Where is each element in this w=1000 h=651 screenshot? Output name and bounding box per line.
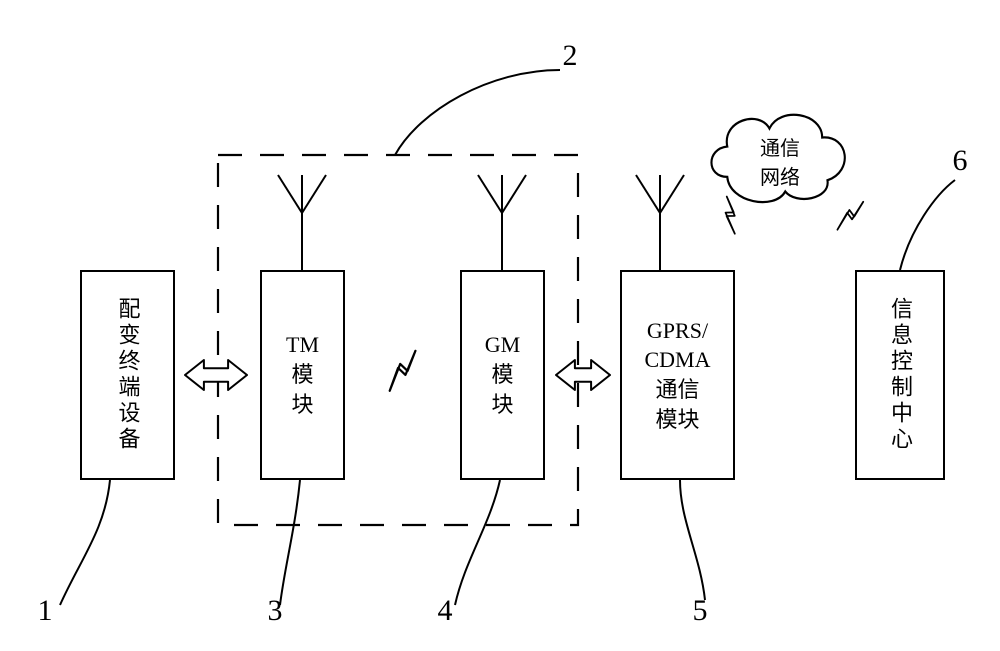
block-gm-module-label: GM 模 块 [485, 330, 520, 419]
leader-number: 5 [693, 594, 708, 627]
leader-number: 4 [438, 594, 453, 627]
leader-number: 2 [563, 39, 578, 72]
block-gm-module: GM 模 块 [460, 270, 545, 480]
block-gprs-cdma-module: GPRS/ CDMA 通信 模块 [620, 270, 735, 480]
block-info-control-center: 信息控制中心 [855, 270, 945, 480]
block-tm-module: TM 模 块 [260, 270, 345, 480]
leader-number: 1 [38, 594, 53, 627]
leader-number: 6 [953, 144, 968, 177]
leader-number: 3 [268, 594, 283, 627]
block-terminal-device: 配变终端设备 [80, 270, 175, 480]
block-gprs-cdma-module-label: GPRS/ CDMA 通信 模块 [644, 316, 710, 435]
block-info-control-center-label: 信息控制中心 [884, 297, 916, 453]
cloud-label: 通信 网络 [740, 132, 820, 190]
block-tm-module-label: TM 模 块 [286, 330, 319, 419]
block-terminal-device-label: 配变终端设备 [112, 297, 144, 453]
